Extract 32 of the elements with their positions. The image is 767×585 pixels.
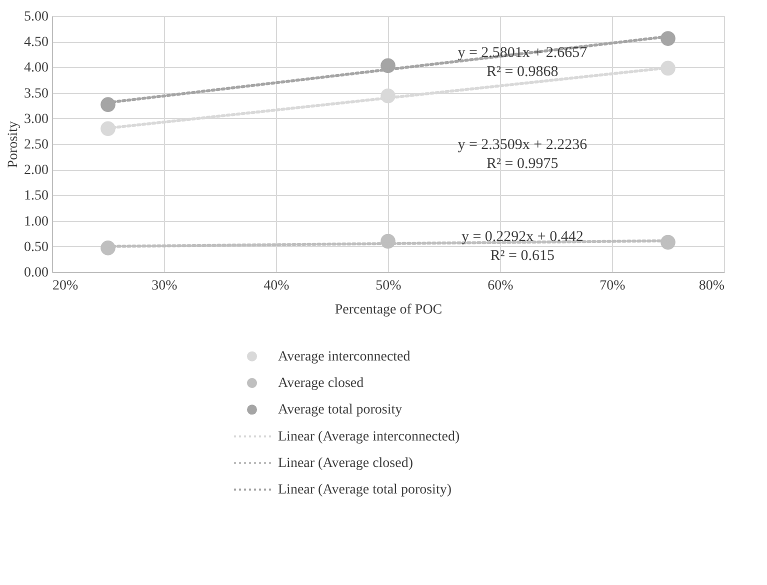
y-tick-label: 2.50 bbox=[24, 138, 48, 152]
legend-label: Linear (Average total porosity) bbox=[278, 482, 452, 498]
y-tick-label: 0.00 bbox=[24, 266, 48, 280]
y-tick-label: 4.00 bbox=[24, 60, 48, 76]
x-tick-label: 20% bbox=[52, 278, 78, 294]
y-tick-label: 1.00 bbox=[24, 214, 48, 230]
legend-label: Linear (Average interconnected) bbox=[278, 429, 460, 444]
x-tick-label: 70% bbox=[600, 278, 626, 294]
y-tick-label: 0.50 bbox=[24, 240, 48, 255]
annotation: R² = 0.9868 bbox=[486, 64, 558, 80]
x-tick-label: 30% bbox=[152, 278, 178, 294]
y-tick-label: 3.50 bbox=[24, 86, 48, 102]
x-tick-label: 60% bbox=[488, 278, 514, 294]
y-tick-label: 5.00 bbox=[24, 10, 48, 24]
annotation: y = 2.5801x + 2.6657 bbox=[458, 44, 588, 61]
x-tick-label: 80% bbox=[698, 278, 725, 294]
legend-label: Average total porosity bbox=[278, 402, 402, 418]
y-tick-label: 1.50 bbox=[24, 188, 48, 204]
annotation: y = 2.3509x + 2.2236 bbox=[458, 137, 588, 153]
legend-label: Linear (Average closed) bbox=[278, 456, 414, 471]
annotation: R² = 0.615 bbox=[490, 248, 555, 264]
x-tick-label: 50% bbox=[376, 278, 402, 294]
x-tick-label: 40% bbox=[264, 278, 290, 294]
y-axis-title: Porosity bbox=[6, 121, 21, 168]
annotation: R² = 0.9975 bbox=[486, 156, 558, 172]
y-tick-label: 3.00 bbox=[24, 112, 48, 127]
y-tick-label: 2.00 bbox=[24, 163, 48, 178]
legend-label: Average closed bbox=[278, 376, 364, 391]
y-tick-label: 4.50 bbox=[24, 35, 48, 50]
x-axis-title: Percentage of POC bbox=[334, 302, 442, 318]
annotation: y = 0.2292x + 0.442 bbox=[461, 229, 584, 246]
legend-label: Average interconnected bbox=[278, 349, 410, 364]
